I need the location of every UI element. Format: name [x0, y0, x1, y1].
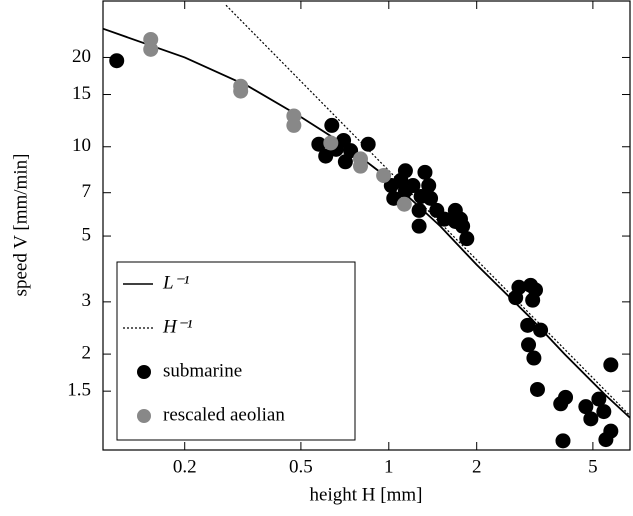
- y-tick-label: 10: [72, 135, 91, 156]
- x-tick-label: 5: [588, 456, 598, 477]
- point: [529, 381, 545, 397]
- point: [558, 389, 574, 405]
- legend-swatch: [137, 409, 151, 423]
- point: [323, 135, 339, 151]
- point: [520, 317, 536, 333]
- x-tick-label: 2: [472, 456, 482, 477]
- point: [591, 391, 607, 407]
- y-tick-label: 1.5: [67, 380, 91, 401]
- legend-label: L⁻¹: [162, 272, 190, 293]
- point: [521, 337, 537, 353]
- legend-swatch: [137, 365, 151, 379]
- point: [405, 178, 421, 194]
- point: [459, 231, 475, 247]
- y-tick-label: 20: [72, 46, 91, 67]
- point: [508, 290, 524, 306]
- point: [533, 322, 549, 338]
- point: [376, 168, 392, 184]
- legend-label: rescaled aeolian: [163, 404, 285, 425]
- point: [411, 218, 427, 234]
- x-tick-label: 0.2: [173, 456, 197, 477]
- point: [360, 136, 376, 152]
- point: [526, 350, 542, 366]
- point: [452, 211, 468, 227]
- point: [353, 158, 369, 174]
- plot-frame: [102, 0, 631, 451]
- point: [396, 196, 412, 212]
- legend-label: H⁻¹: [162, 316, 193, 337]
- y-tick-label: 3: [82, 290, 92, 311]
- point: [596, 404, 612, 420]
- y-tick-label: 7: [82, 181, 92, 202]
- point: [603, 423, 619, 439]
- point: [421, 178, 437, 194]
- point: [578, 399, 594, 415]
- x-axis-label: height H [mm]: [310, 484, 423, 505]
- point: [311, 136, 327, 152]
- x-tick-label: 1: [384, 456, 394, 477]
- point: [417, 164, 433, 180]
- point: [603, 357, 619, 373]
- point: [143, 41, 159, 57]
- x-tick-label: 0.5: [289, 456, 313, 477]
- y-tick-label: 15: [72, 83, 91, 104]
- point: [286, 117, 302, 133]
- legend-box: [116, 261, 356, 441]
- point: [555, 433, 571, 449]
- legend-label: submarine: [163, 360, 242, 381]
- point: [527, 282, 543, 298]
- point: [233, 83, 249, 99]
- point: [583, 411, 599, 427]
- point: [423, 190, 439, 206]
- y-tick-label: 2: [82, 342, 92, 363]
- y-tick-label: 5: [82, 224, 92, 245]
- point: [411, 202, 427, 218]
- point: [343, 143, 359, 159]
- point: [397, 163, 413, 179]
- point: [324, 117, 340, 133]
- y-axis-label: speed V [mm/min]: [10, 154, 31, 297]
- point: [109, 53, 125, 69]
